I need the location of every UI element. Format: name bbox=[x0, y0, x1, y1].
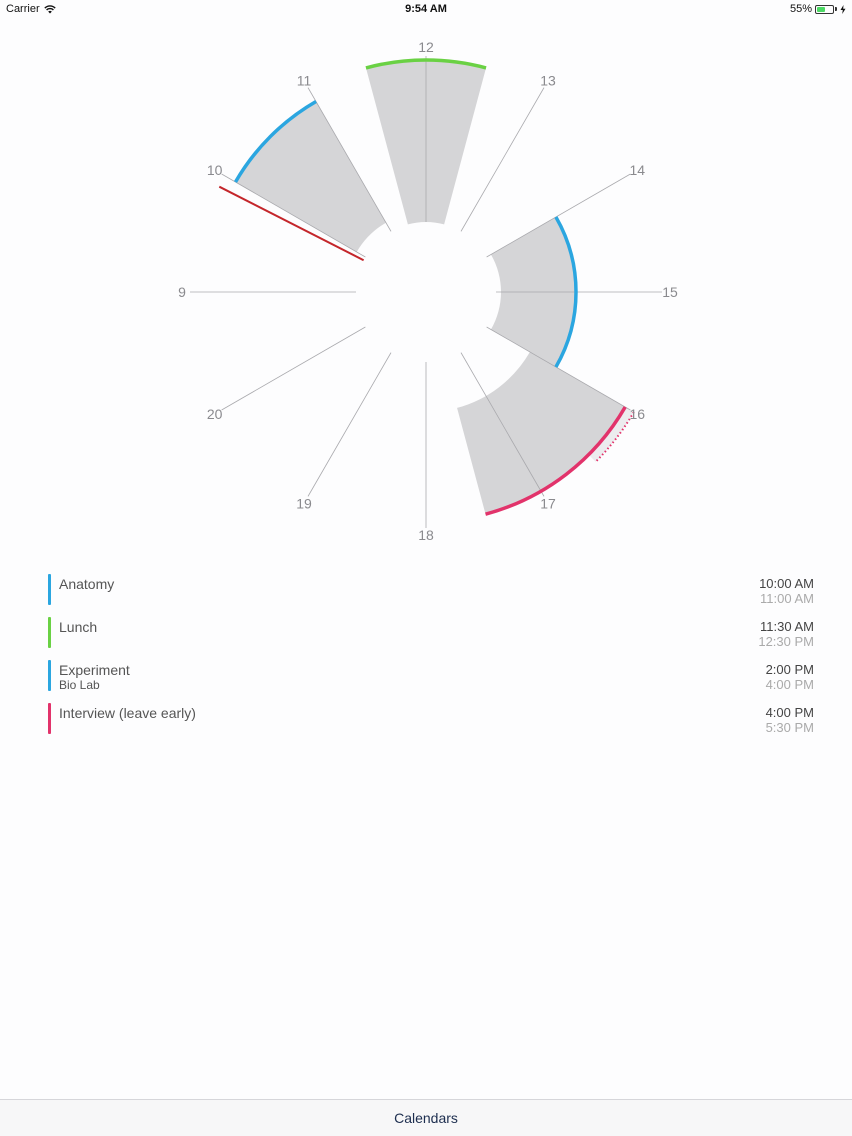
hour-label: 18 bbox=[418, 527, 434, 543]
event-color-bar bbox=[48, 574, 51, 605]
hour-label: 16 bbox=[630, 406, 646, 422]
event-arc bbox=[233, 99, 317, 183]
event-arc bbox=[485, 406, 627, 516]
event-title: Experiment bbox=[59, 662, 130, 678]
event-sector bbox=[235, 101, 386, 252]
event-item-interview[interactable]: Interview (leave early) 4:00 PM 5:30 PM bbox=[48, 703, 814, 735]
event-sector bbox=[457, 352, 626, 515]
event-arc-extension bbox=[594, 411, 635, 463]
event-arc bbox=[554, 216, 578, 368]
event-end-time: 12:30 PM bbox=[758, 634, 814, 649]
event-title: Lunch bbox=[59, 619, 98, 635]
calendars-button[interactable]: Calendars bbox=[394, 1110, 458, 1126]
event-end-time: 11:00 AM bbox=[760, 591, 814, 606]
hour-label: 14 bbox=[630, 162, 646, 178]
event-color-bar bbox=[48, 660, 51, 691]
hour-label: 15 bbox=[662, 284, 678, 300]
event-start-time: 2:00 PM bbox=[765, 662, 814, 677]
event-title: Anatomy bbox=[59, 576, 115, 592]
hour-tick bbox=[221, 173, 366, 258]
hour-label: 19 bbox=[296, 495, 312, 511]
hour-label: 17 bbox=[540, 495, 556, 511]
hour-tick bbox=[486, 173, 631, 258]
battery-icon bbox=[815, 4, 834, 14]
event-start-time: 4:00 PM bbox=[765, 705, 814, 720]
event-list: Anatomy 10:00 AM 11:00 AM Lunch 11:30 AM… bbox=[48, 574, 814, 746]
hour-tick bbox=[460, 352, 545, 497]
hour-tick bbox=[307, 87, 392, 232]
battery-level bbox=[817, 6, 826, 12]
carrier-group: Carrier bbox=[6, 3, 56, 15]
day-clock: 9 10 11 12 13 14 15 16 17 18 19 20 bbox=[0, 0, 852, 560]
hour-label: 13 bbox=[540, 73, 556, 89]
clock-chart: 9 10 11 12 13 14 15 16 17 18 19 20 bbox=[178, 39, 678, 543]
tab-bar: Calendars bbox=[0, 1099, 852, 1136]
hour-label: 20 bbox=[207, 406, 223, 422]
event-color-bar bbox=[48, 617, 51, 648]
wifi-icon bbox=[43, 4, 56, 13]
hour-tick bbox=[307, 352, 392, 497]
event-start-time: 11:30 AM bbox=[760, 619, 814, 634]
hour-label: 11 bbox=[297, 73, 312, 89]
event-start-time: 10:00 AM bbox=[759, 576, 814, 591]
hour-label: 12 bbox=[418, 39, 434, 55]
charging-icon bbox=[840, 4, 846, 14]
current-time-indicator bbox=[218, 185, 365, 262]
event-arc bbox=[365, 58, 487, 70]
event-end-time: 5:30 PM bbox=[765, 720, 814, 735]
event-color-bar bbox=[48, 703, 51, 734]
battery-percent: 55% bbox=[789, 3, 812, 15]
battery-tip bbox=[835, 7, 837, 11]
hour-label: 10 bbox=[207, 162, 223, 178]
hour-tick bbox=[486, 326, 631, 411]
event-item-experiment[interactable]: Experiment Bio Lab 2:00 PM 4:00 PM bbox=[48, 660, 814, 692]
battery-group: 55% bbox=[790, 3, 846, 15]
status-bar: Carrier 9:54 AM 55% bbox=[0, 0, 852, 18]
status-time: 9:54 AM bbox=[405, 3, 447, 15]
carrier-label: Carrier bbox=[6, 3, 40, 15]
event-title: Interview (leave early) bbox=[59, 705, 196, 721]
event-item-anatomy[interactable]: Anatomy 10:00 AM 11:00 AM bbox=[48, 574, 814, 606]
event-item-lunch[interactable]: Lunch 11:30 AM 12:30 PM bbox=[48, 617, 814, 649]
hour-tick bbox=[460, 87, 545, 232]
event-location: Bio Lab bbox=[59, 678, 100, 692]
hour-label: 9 bbox=[178, 284, 186, 300]
hour-tick bbox=[221, 326, 366, 411]
event-end-time: 4:00 PM bbox=[765, 677, 814, 692]
